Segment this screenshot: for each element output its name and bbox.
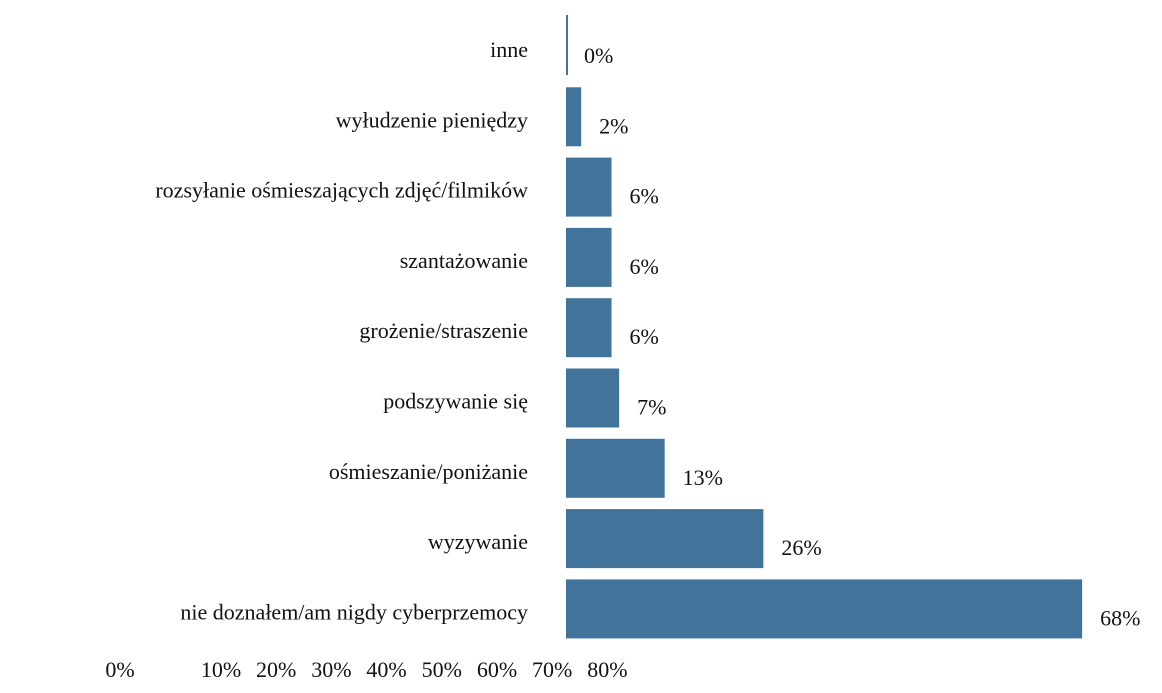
- value-label: 6%: [630, 324, 659, 349]
- x-tick-label: 40%: [366, 657, 406, 682]
- bar: [566, 157, 612, 217]
- x-tick-label: 50%: [422, 657, 462, 682]
- category-label: szantażowanie: [400, 248, 528, 273]
- bar: [566, 438, 665, 498]
- bar: [566, 227, 612, 287]
- category-label: nie doznałem/am nigdy cyberprzemocy: [180, 599, 528, 624]
- value-label: 6%: [630, 184, 659, 209]
- value-label: 2%: [599, 113, 628, 138]
- category-label: inne: [490, 37, 528, 62]
- category-label: podszywanie się: [383, 389, 528, 414]
- bar: [566, 298, 612, 358]
- category-label: wyzywanie: [428, 529, 528, 554]
- bar: [566, 509, 764, 569]
- bar: [566, 368, 620, 428]
- value-label: 68%: [1100, 605, 1140, 630]
- value-label: 13%: [683, 465, 723, 490]
- value-label: 26%: [781, 535, 821, 560]
- value-label: 6%: [630, 254, 659, 279]
- bar: [566, 579, 1083, 639]
- bar: [566, 87, 582, 147]
- x-tick-label: 0%: [105, 657, 134, 682]
- value-label: 7%: [637, 395, 666, 420]
- category-label: rozsyłanie ośmieszających zdjęć/filmików: [155, 178, 528, 203]
- x-tick-label: 80%: [587, 657, 627, 682]
- x-tick-label: 60%: [477, 657, 517, 682]
- x-tick-label: 30%: [311, 657, 351, 682]
- category-label: ośmieszanie/poniżanie: [329, 459, 528, 484]
- category-label: wyłudzenie pieniędzy: [336, 107, 528, 132]
- x-tick-label: 20%: [256, 657, 296, 682]
- category-label: grożenie/straszenie: [359, 318, 528, 343]
- x-tick-label: 10%: [201, 657, 241, 682]
- x-tick-label: 70%: [532, 657, 572, 682]
- value-label: 0%: [584, 43, 613, 68]
